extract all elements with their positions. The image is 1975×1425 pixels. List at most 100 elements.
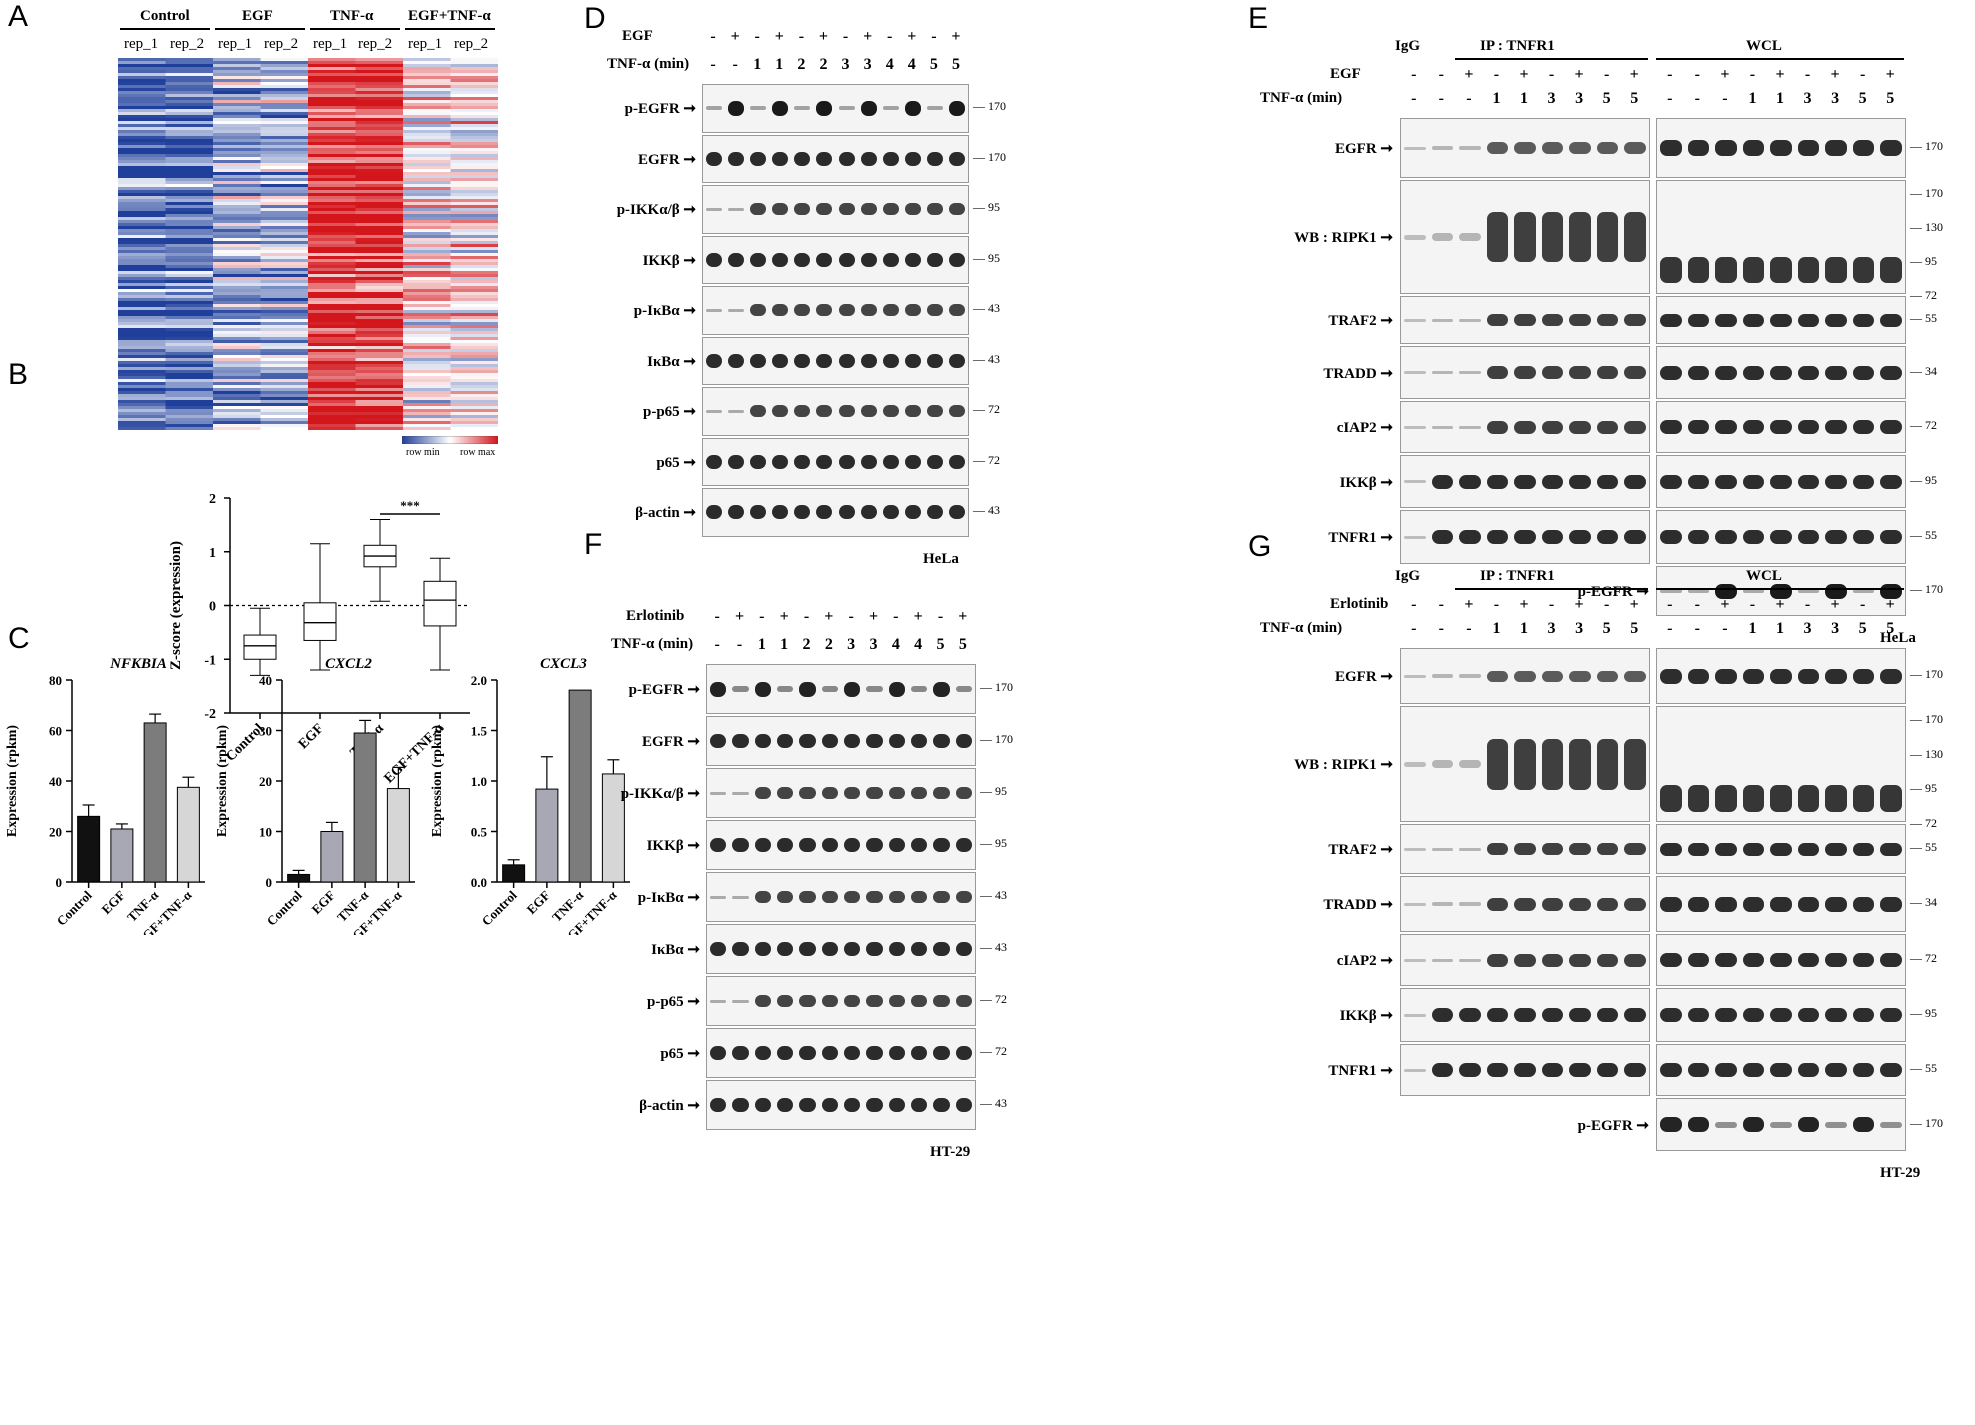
blot-band <box>710 999 727 1003</box>
blot-band <box>750 151 767 166</box>
heatmap-cell <box>450 166 498 170</box>
blot-row-label: IκBα ➞ <box>651 942 700 958</box>
heatmap-cell <box>450 160 498 164</box>
blot-band <box>1770 420 1792 434</box>
blot-band <box>754 838 771 852</box>
heatmap-cell <box>213 67 261 71</box>
heatmap-cell <box>260 100 309 104</box>
blot-band <box>911 1046 928 1060</box>
blot-band <box>955 686 972 692</box>
wcl-blot-strip <box>1656 988 1906 1042</box>
heatmap-cell <box>260 349 309 353</box>
heatmap-cell <box>355 85 404 89</box>
heatmap-cell <box>308 118 356 122</box>
heatmap-cell <box>355 400 404 404</box>
heatmap-cell <box>213 121 261 125</box>
heatmap-cell <box>165 394 214 398</box>
heatmap-cell <box>118 382 166 386</box>
heatmap-cell <box>450 298 498 302</box>
heatmap-cell <box>450 238 498 242</box>
blot-band <box>1715 1121 1737 1128</box>
heatmap-cell <box>118 160 166 164</box>
heatmap-cell <box>260 136 309 140</box>
heatmap-cell <box>450 130 498 134</box>
heatmap-cell <box>165 358 214 362</box>
y-tick-label: 2.0 <box>471 673 487 688</box>
lane-tnf: 3 <box>863 56 872 73</box>
blot-band <box>1852 668 1875 684</box>
heatmap-cell <box>118 271 166 275</box>
heatmap-cell <box>450 127 498 131</box>
blot-band <box>904 252 921 267</box>
heatmap-cell <box>403 277 451 281</box>
blot-band <box>948 151 965 166</box>
heatmap-cell <box>213 256 261 260</box>
heatmap-cell <box>213 322 261 326</box>
lane-tnf: 3 <box>1575 90 1584 107</box>
wcl-label: WCL <box>1746 568 1782 584</box>
molecular-weight: — 170 <box>973 99 1006 114</box>
lane-treatment: - <box>1804 66 1811 83</box>
blot-band <box>1569 212 1591 262</box>
blot-band <box>794 106 811 111</box>
heatmap-cell <box>308 193 356 197</box>
blot-band <box>1825 1008 1847 1022</box>
blot-band <box>821 734 838 748</box>
blot-band <box>1541 142 1564 154</box>
heatmap-cell <box>450 400 498 404</box>
heatmap-cell <box>355 172 404 176</box>
blot-band <box>866 995 883 1007</box>
lane-treatment: - <box>754 28 760 45</box>
heatmap-cell <box>118 316 166 320</box>
heatmap-cell <box>403 316 451 320</box>
heatmap-cell <box>450 262 498 266</box>
molecular-weight: — 170 <box>1910 582 1943 596</box>
blot-band <box>926 252 943 267</box>
blot-band <box>933 838 950 852</box>
heatmap-cell <box>213 253 261 257</box>
blot-band <box>1404 234 1426 240</box>
blot-band <box>799 1098 816 1112</box>
heatmap-cell <box>260 73 309 77</box>
heatmap-cell <box>118 331 166 335</box>
lane-tnf: 3 <box>1831 90 1840 107</box>
heatmap-cell <box>355 304 404 308</box>
heatmap-cell <box>213 76 261 80</box>
blot-strip <box>702 235 969 284</box>
blot-band <box>1660 420 1682 434</box>
blot-row-label: EGFR ➞ <box>638 151 696 168</box>
blot-band <box>772 454 789 469</box>
heatmap-cell <box>403 406 451 410</box>
blot-band <box>821 787 838 799</box>
heatmap-cell <box>165 166 214 170</box>
blot-band <box>866 734 883 748</box>
heatmap-cell <box>450 352 498 356</box>
heatmap-cell <box>450 154 498 158</box>
heatmap-cell <box>355 286 404 290</box>
heatmap-cell <box>403 199 451 203</box>
heatmap-cell <box>308 82 356 86</box>
blot-band <box>1624 142 1646 154</box>
ip-blot-strip <box>1400 296 1650 344</box>
heatmap-cell <box>118 409 166 413</box>
heatmap-cell <box>355 331 404 335</box>
blot-band <box>710 942 727 956</box>
y-axis-label: Expression (rpkm) <box>215 725 230 837</box>
heatmap-cell <box>403 415 451 419</box>
heatmap-cell <box>355 418 404 422</box>
ip-blot-strip <box>1400 401 1650 453</box>
heatmap-cell <box>308 289 356 293</box>
heatmap-cell <box>308 331 356 335</box>
heatmap-cell <box>308 145 356 149</box>
heatmap-cell <box>165 367 214 371</box>
blot-band <box>1660 896 1682 912</box>
heatmap-cell <box>450 220 498 224</box>
heatmap-cell <box>118 343 166 347</box>
molecular-weight: — 72 <box>1910 418 1937 432</box>
blot-band <box>728 151 745 166</box>
heatmap-cell <box>450 274 498 278</box>
heatmap-cell <box>118 82 166 86</box>
lane-tnf: - <box>732 56 738 73</box>
heatmap-cell <box>403 388 451 392</box>
